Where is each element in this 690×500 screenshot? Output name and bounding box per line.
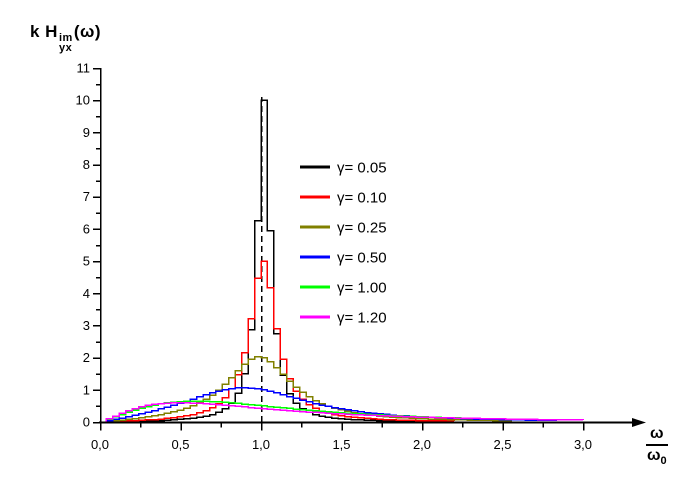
x-tick-label: 1,0 — [252, 437, 270, 452]
y-tick-label: 4 — [83, 286, 90, 301]
y-tick-label: 0 — [83, 415, 90, 430]
y-axis-title-argument: (ω) — [73, 22, 101, 41]
legend-label-gamma-0.5: γ= 0.50 — [337, 250, 387, 267]
x-tick-label: 1,5 — [332, 437, 350, 452]
legend-label-gamma-0.05: γ= 0.05 — [337, 160, 387, 177]
curve-gamma-0.25 — [100, 355, 513, 423]
legend-label-gamma-1.2: γ= 1.20 — [337, 310, 387, 327]
y-tick-label: 5 — [83, 254, 90, 269]
y-axis-title-subscript: yx — [58, 42, 73, 54]
y-tick-label: 2 — [83, 350, 90, 365]
x-tick-label: 3,0 — [574, 437, 592, 452]
y-tick-label: 9 — [83, 125, 90, 140]
y-axis-title-scripts: im yx — [58, 32, 73, 54]
legend-label-gamma-1: γ= 1.00 — [337, 280, 387, 297]
y-tick-label: 1 — [83, 382, 90, 397]
y-tick-label: 10 — [76, 93, 90, 108]
x-axis-label-numerator: ω — [646, 424, 668, 446]
y-axis-title-superscript: im — [58, 32, 73, 44]
x-axis-label-denominator-subscript: 0 — [660, 455, 667, 468]
curve-gamma-0.05 — [100, 99, 423, 423]
legend-label-gamma-0.1: γ= 0.10 — [337, 190, 387, 207]
y-tick-label: 11 — [77, 61, 91, 76]
y-tick-label: 7 — [83, 189, 90, 204]
curve-gamma-1.2 — [100, 401, 584, 423]
x-axis-arrow-icon — [632, 418, 646, 427]
x-axis-label-denominator: ω0 — [646, 447, 667, 468]
y-tick-label: 6 — [83, 221, 90, 236]
x-tick-label: 2,5 — [493, 437, 511, 452]
y-tick-label: 8 — [83, 157, 90, 172]
y-axis-title-main: k H — [30, 22, 58, 41]
x-tick-label: 2,0 — [413, 437, 431, 452]
legend-label-gamma-0.25: γ= 0.25 — [337, 220, 387, 237]
curve-gamma-0.1 — [100, 260, 455, 423]
x-tick-label: 0,5 — [171, 437, 189, 452]
x-axis-label: ω ω0 — [646, 424, 668, 471]
y-tick-label: 3 — [83, 318, 90, 333]
x-tick-label: 0,0 — [91, 437, 109, 452]
